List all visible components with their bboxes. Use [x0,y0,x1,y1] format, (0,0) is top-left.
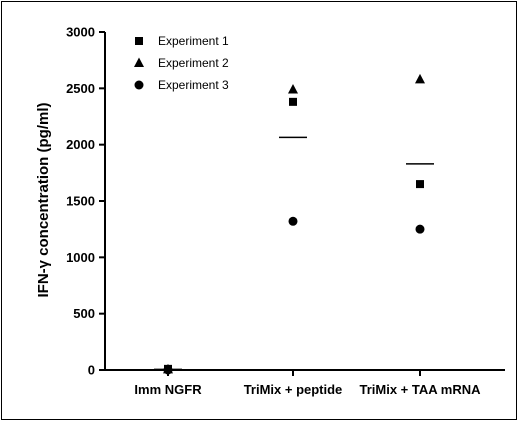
y-axis-title: IFN-γ concentration (pg/ml) [35,102,52,297]
y-tick-label: 3000 [66,25,95,40]
y-tick-label: 2000 [66,137,95,152]
data-point-circle [415,224,425,234]
legend-marker-square [135,37,143,45]
x-tick-label: Imm NGFR [134,382,202,397]
data-point-triangle [415,73,425,84]
y-tick-label: 1000 [66,250,95,265]
x-tick-label: TriMix + TAA mRNA [360,382,482,397]
chart-axes: 0 500 1000 1500 2000 2500 3000 Imm NGFR TriMix +… [66,25,505,397]
data-point-circle [288,216,298,226]
legend-label: Experiment 3 [158,78,229,92]
legend-label: Experiment 2 [158,56,229,70]
legend-label: Experiment 1 [158,34,229,48]
x-tick-label: TriMix + peptide [244,382,343,397]
y-tick-label: 0 [88,363,95,378]
chart-marks [154,73,434,375]
data-point-square [289,97,297,106]
y-tick-label: 500 [73,306,95,321]
y-tick-label: 1500 [66,194,95,209]
legend-marker-triangle [134,57,144,67]
legend-marker-circle [134,80,144,90]
legend: Experiment 1 Experiment 2 Experiment 3 [134,34,229,92]
y-tick-label: 2500 [66,81,95,96]
data-point-triangle [288,83,298,94]
data-point-square [416,180,424,189]
